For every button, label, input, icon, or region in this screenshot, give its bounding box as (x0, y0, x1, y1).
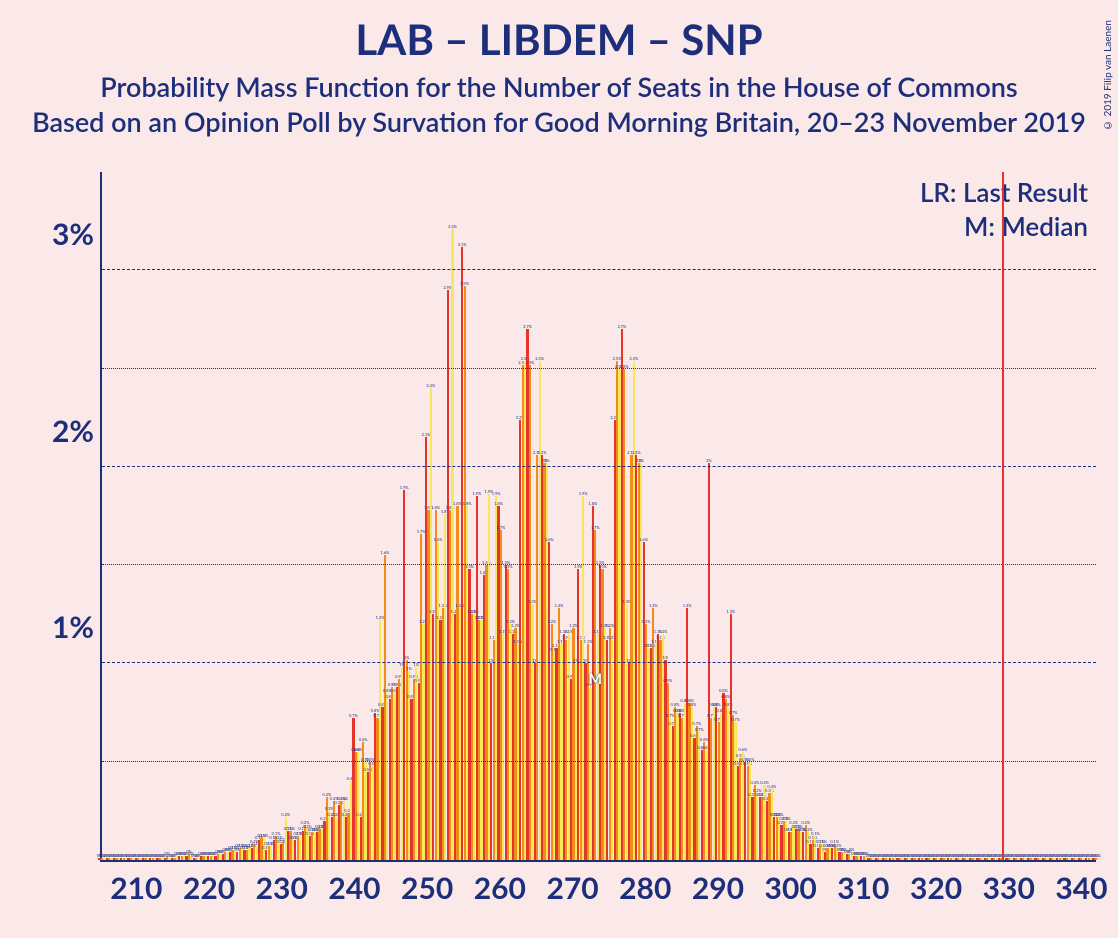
gridline-minor (102, 761, 1096, 762)
gridline-minor (102, 368, 1096, 369)
bar-value-label: 0.1% (811, 831, 820, 836)
chart-area: LR: Last Result M: Median 0%0%0%0%0%0%0%… (60, 172, 1096, 862)
bar-value-label: 1.3% (649, 603, 658, 608)
bar-value-label: 0.7% (729, 710, 738, 715)
bar-value-label: 0.3% (339, 796, 348, 801)
x-axis-label: 330 (983, 870, 1035, 906)
bar-value-label: 1.6% (380, 550, 389, 555)
bar-value-label: 1.8% (463, 501, 472, 506)
y-axis-label: 3% (52, 216, 102, 252)
gridline-major (102, 269, 1096, 270)
bar-value-label: 1% (406, 666, 412, 671)
x-axis-label: 320 (910, 870, 962, 906)
bar-value-label: 1.8% (494, 501, 503, 506)
bar-value-label: 1% (404, 655, 410, 660)
bar-value-label: 2.7% (617, 324, 626, 329)
x-axis-label: 300 (765, 870, 817, 906)
bar-value-label: 1.7% (591, 525, 600, 530)
bar-value-label: 0.4% (767, 784, 776, 789)
bar-value-label: 2.7% (523, 324, 532, 329)
bar-value-label: 0% (1096, 853, 1102, 858)
bar-value-label: 1.9% (492, 491, 501, 496)
bar-value-label: 3.1% (458, 242, 467, 247)
y-axis-label: 2% (52, 413, 102, 449)
bar-value-label: 0.6% (359, 737, 368, 742)
bar-value-label: 2.1% (538, 450, 547, 455)
bar-value-label: 0.7% (349, 713, 358, 718)
x-axis-label: 340 (1055, 870, 1107, 906)
bar-value-label: 1.8% (431, 505, 440, 510)
x-axis-label: 260 (474, 870, 526, 906)
bar-series-2: 0% (1097, 858, 1099, 860)
x-axis-label: 280 (619, 870, 671, 906)
gridline-major (102, 662, 1096, 663)
bar-value-label: 0.6% (738, 747, 747, 752)
chart-title: LAB – LIBDEM – SNP (0, 14, 1118, 64)
x-axis-label: 270 (546, 870, 598, 906)
bar-value-label: 0.2% (801, 820, 810, 825)
bar-value-label: 2% (544, 458, 550, 463)
bar-value-label: 2.5% (526, 360, 535, 365)
bar-value-label: 1.8% (588, 501, 597, 506)
plot-area: LR: Last Result M: Median 0%0%0%0%0%0%0%… (100, 172, 1096, 862)
bar-value-label: 0.8% (719, 688, 728, 693)
gridline-minor (102, 564, 1096, 565)
bar-value-label: 0.1% (286, 826, 295, 831)
bar-value-label: 2.5% (535, 356, 544, 361)
bar-value-label: 1.1% (659, 629, 668, 634)
bar-value-label: 0.9% (663, 678, 672, 683)
bar-value-label: 1.3% (726, 609, 735, 614)
bar-value-label: 0.1% (260, 833, 269, 838)
bar-value-label: 2.5% (630, 356, 639, 361)
bar-value-label: 1.9% (400, 485, 409, 490)
bar-value-label: 1.3% (683, 603, 692, 608)
x-axis-label: 310 (837, 870, 889, 906)
bars-layer: 0%0%0%0%0%0%0%0%0%0%0%0%0%0%0%0%0%0%0%0%… (102, 172, 1096, 860)
bar-value-label: 1.6% (545, 537, 554, 542)
x-axis-label: 290 (692, 870, 744, 906)
bar-value-label: 2% (638, 458, 644, 463)
x-axis-label: 230 (256, 870, 308, 906)
bar-value-label: 2.1% (632, 450, 641, 455)
bar-value-label: 1% (663, 655, 669, 660)
bar-value-label: 0.8% (712, 702, 721, 707)
bar-value-label: 1.2% (547, 619, 556, 624)
bar-value-label: 0.7% (695, 727, 704, 732)
last-result-line (1002, 172, 1004, 860)
x-axis-label: 220 (183, 870, 235, 906)
x-axis-labels: 2102202302402502602702802903003103203303… (100, 870, 1096, 918)
chart-subtitle-1: Probability Mass Function for the Number… (0, 70, 1118, 103)
bar-value-label: 3.2% (448, 224, 457, 229)
bar-value-label: 0.2% (281, 812, 290, 817)
bar-value-label: 2% (706, 458, 712, 463)
bar-value-label: 0.7% (731, 717, 740, 722)
x-axis-label: 240 (328, 870, 380, 906)
bar-value-label: 1.7% (497, 525, 506, 530)
bar-value-label: 0.4% (750, 780, 759, 785)
bar-value-label: 0.8% (671, 702, 680, 707)
bar-value-label: 1.2% (642, 619, 651, 624)
median-marker: M (589, 670, 602, 687)
bar-value-label: 0.8% (688, 702, 697, 707)
copyright-text: © 2019 Filip van Laenen (1102, 20, 1114, 131)
bar-value-label: 1.6% (434, 537, 443, 542)
y-axis-label: 1% (52, 609, 102, 645)
bar-value-label: 1.6% (639, 537, 648, 542)
bar-value-label: 1.9% (579, 491, 588, 496)
gridline-major (102, 466, 1096, 467)
bar-value-label: 0.7% (692, 721, 701, 726)
x-axis-label: 210 (110, 870, 162, 906)
bar-value-label: 1.3% (555, 603, 564, 608)
bar-value-label: 1.9% (472, 491, 481, 496)
chart-subtitle-2: Based on an Opinion Poll by Survation fo… (0, 105, 1118, 138)
bar-value-label: 2.4% (426, 383, 435, 388)
x-axis-label: 250 (401, 870, 453, 906)
bar-value-label: 2.9% (460, 281, 469, 286)
